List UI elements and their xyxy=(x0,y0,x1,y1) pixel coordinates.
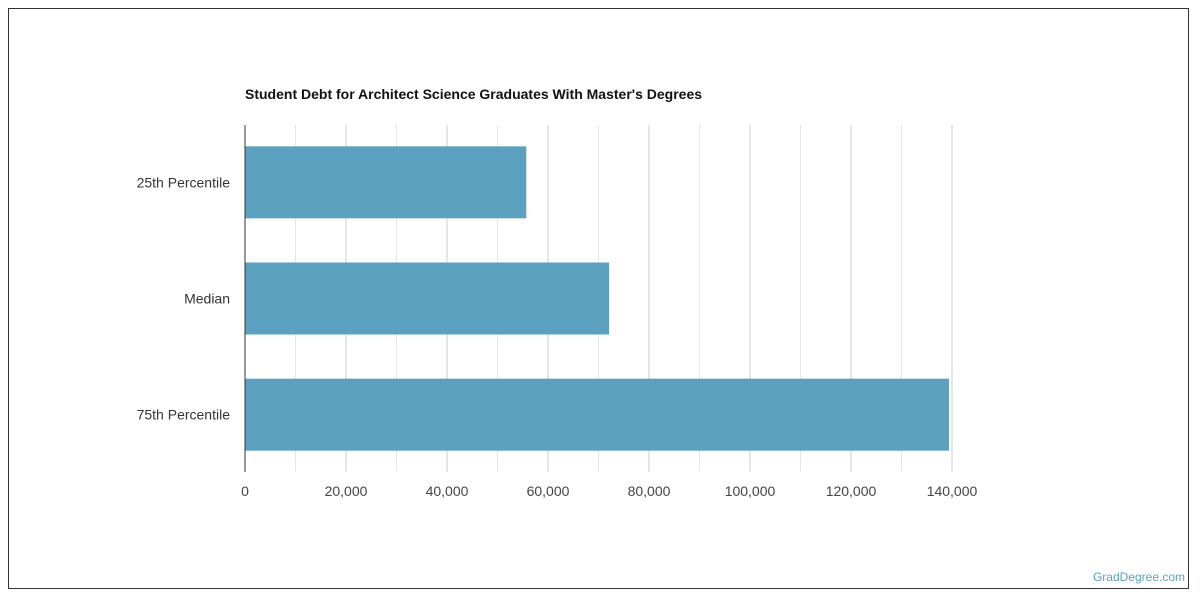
x-tick-label: 140,000 xyxy=(927,483,978,499)
x-tick-label: 120,000 xyxy=(826,483,877,499)
category-label: 75th Percentile xyxy=(137,407,231,423)
x-tick-label: 0 xyxy=(241,483,249,499)
bar xyxy=(245,146,527,219)
x-tick-label: 60,000 xyxy=(527,483,570,499)
x-tick-label: 80,000 xyxy=(628,483,671,499)
category-label: Median xyxy=(184,291,230,307)
bar xyxy=(245,378,949,451)
category-label: 25th Percentile xyxy=(137,174,231,190)
bar xyxy=(245,262,610,335)
chart-title: Student Debt for Architect Science Gradu… xyxy=(245,86,703,102)
source-credit-link[interactable]: GradDegree.com xyxy=(1092,570,1185,584)
x-tick-label: 20,000 xyxy=(325,483,368,499)
chart-frame xyxy=(8,8,1189,589)
x-tick-label: 40,000 xyxy=(426,483,469,499)
x-tick-label: 100,000 xyxy=(725,483,776,499)
